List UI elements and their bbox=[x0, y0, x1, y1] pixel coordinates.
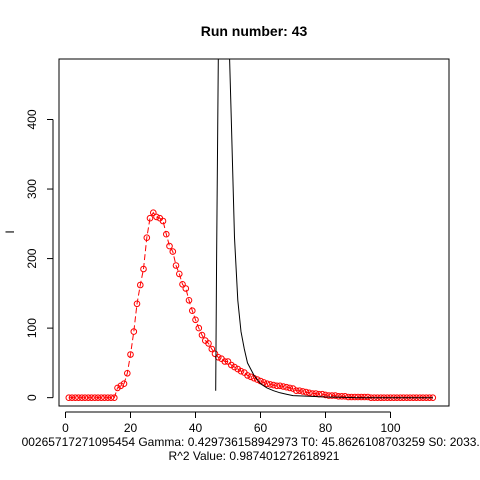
observed-point bbox=[65, 394, 73, 402]
observed-point bbox=[354, 393, 362, 401]
x-tick-label: 0 bbox=[62, 421, 69, 435]
observed-point bbox=[205, 340, 212, 347]
observed-point bbox=[338, 393, 346, 400]
observed-point bbox=[192, 316, 199, 324]
observed-point bbox=[361, 393, 368, 401]
observed-point bbox=[98, 394, 105, 402]
observed-point bbox=[296, 387, 303, 395]
observed-point bbox=[302, 388, 310, 396]
subtitle-line-1: 00265717271095454 Gamma: 0.4297361589429… bbox=[22, 435, 480, 449]
observed-point bbox=[101, 394, 108, 402]
observed-point bbox=[351, 393, 359, 401]
observed-point bbox=[270, 381, 277, 389]
observed-point bbox=[221, 358, 229, 365]
observed-point bbox=[85, 394, 92, 402]
observed-point bbox=[322, 391, 329, 399]
observed-point bbox=[253, 376, 261, 383]
observed-point bbox=[263, 380, 271, 388]
observed-point bbox=[107, 394, 115, 402]
observed-point bbox=[91, 394, 99, 402]
observed-point bbox=[153, 213, 160, 221]
observed-point bbox=[68, 394, 76, 402]
observed-point bbox=[130, 328, 138, 335]
observed-point bbox=[78, 394, 86, 402]
observed-point bbox=[114, 384, 121, 392]
observed-point bbox=[358, 393, 365, 401]
y-axis: 0 100 200 300 400 bbox=[25, 109, 54, 401]
observed-point bbox=[306, 389, 313, 397]
observed-point bbox=[335, 393, 342, 400]
observed-point bbox=[328, 392, 336, 399]
observed-point bbox=[88, 394, 95, 402]
x-tick-label: 40 bbox=[189, 421, 203, 435]
observed-point bbox=[120, 380, 128, 388]
fit-curve-line bbox=[215, 59, 433, 399]
observed-point bbox=[166, 242, 173, 250]
observed-point bbox=[137, 281, 144, 289]
x-axis: 0 20 40 60 80 100 bbox=[62, 411, 401, 435]
chart-title: Run number: 43 bbox=[201, 23, 308, 39]
observed-point bbox=[189, 307, 196, 315]
observed-point bbox=[146, 214, 154, 222]
y-tick-label: 0 bbox=[25, 394, 39, 401]
observed-point bbox=[231, 363, 238, 371]
observed-point bbox=[237, 367, 245, 375]
observed-point bbox=[159, 217, 167, 225]
observed-point bbox=[244, 372, 251, 379]
observed-point bbox=[276, 382, 284, 390]
observed-point bbox=[140, 265, 147, 273]
y-tick-label: 300 bbox=[25, 179, 39, 199]
observed-point bbox=[172, 262, 180, 269]
observed-point bbox=[94, 394, 102, 402]
y-tick-label: 100 bbox=[25, 318, 39, 338]
observed-point bbox=[247, 373, 255, 381]
observed-point bbox=[286, 384, 294, 392]
plot-frame bbox=[58, 58, 450, 407]
observed-point bbox=[150, 209, 157, 216]
observed-point bbox=[299, 388, 307, 395]
subtitle-line-2: R^2 Value: 0.987401272618921 bbox=[169, 449, 340, 463]
observed-point bbox=[364, 393, 372, 401]
observed-point bbox=[260, 379, 268, 386]
observed-point bbox=[133, 300, 141, 308]
observed-point bbox=[195, 324, 203, 332]
x-tick-label: 20 bbox=[124, 421, 138, 435]
observed-point bbox=[163, 230, 170, 238]
y-tick-label: 200 bbox=[25, 248, 39, 268]
observed-point bbox=[341, 393, 349, 400]
observed-point bbox=[267, 381, 274, 388]
observed-point bbox=[75, 394, 82, 402]
observed-point bbox=[211, 350, 219, 358]
observed-point bbox=[182, 285, 190, 292]
observed-point bbox=[283, 383, 290, 391]
observed-point bbox=[224, 358, 232, 365]
observed-point bbox=[198, 331, 206, 339]
observed-point bbox=[280, 383, 287, 390]
observed-point bbox=[332, 392, 339, 399]
x-tick-label: 100 bbox=[380, 421, 400, 435]
observed-point bbox=[176, 270, 183, 278]
x-tick-label: 60 bbox=[254, 421, 268, 435]
observed-point bbox=[169, 248, 177, 255]
observed-point bbox=[289, 385, 297, 392]
observed-point bbox=[273, 382, 281, 390]
x-tick-label: 80 bbox=[319, 421, 333, 435]
y-tick-label: 400 bbox=[25, 109, 39, 129]
observed-point bbox=[81, 394, 89, 402]
observed-point bbox=[325, 392, 333, 399]
observed-point bbox=[72, 394, 79, 402]
observed-point bbox=[124, 370, 131, 377]
observed-point bbox=[104, 394, 112, 402]
observed-point bbox=[208, 345, 216, 353]
observed-point bbox=[185, 297, 193, 304]
observed-point bbox=[143, 234, 151, 241]
observed-points bbox=[65, 209, 437, 402]
observed-point bbox=[127, 351, 134, 358]
observed-point bbox=[293, 387, 300, 395]
observed-point bbox=[111, 394, 118, 402]
y-axis-label: I bbox=[3, 230, 17, 233]
observed-point bbox=[179, 281, 186, 288]
